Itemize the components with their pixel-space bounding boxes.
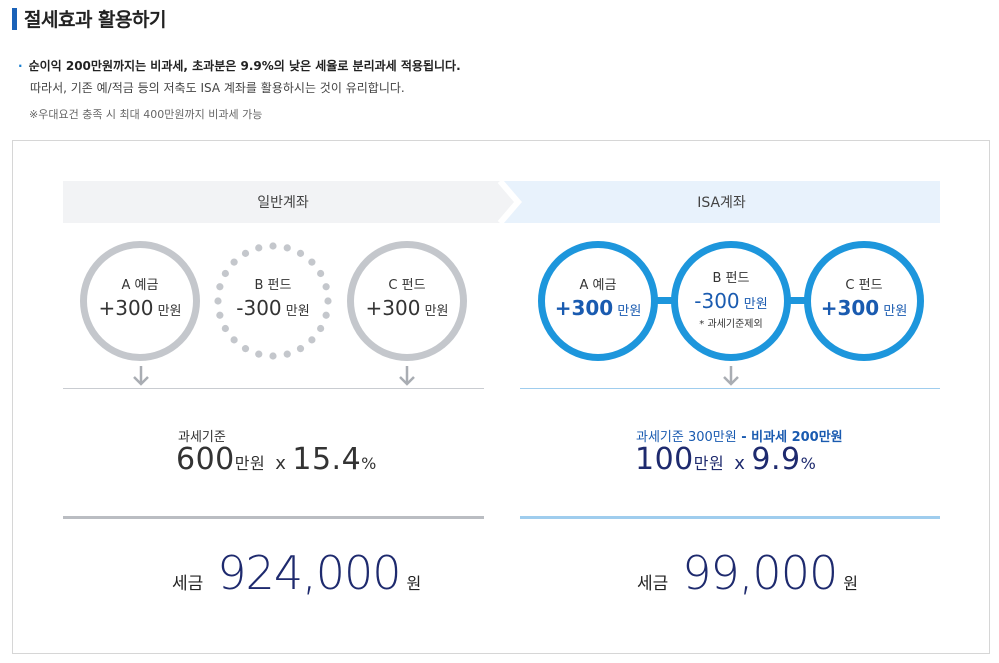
ring-dot (269, 242, 277, 250)
general-tax-label: 세금 (172, 574, 204, 594)
isa-circle-a: A 예금 +300 만원 (538, 241, 658, 361)
description-note: ※우대요건 충족 시 최대 400만원까지 비과세 가능 (29, 108, 263, 121)
circle-value: -300 만원 (236, 296, 310, 320)
ring-dot (216, 311, 224, 319)
general-basis-unit: 만원 (234, 454, 266, 473)
general-circle-a: A 예금 +300 만원 (80, 241, 200, 361)
isa-account-header: ISA계좌 (503, 181, 940, 223)
general-tax: 세금 924,000 원 (172, 546, 421, 600)
isa-circle-b: B 펀드 -300 만원 * 과세기준제외 (671, 241, 791, 361)
circle-name: B 펀드 (712, 271, 750, 286)
isa-divider (520, 388, 940, 389)
circle-name: B 펀드 (254, 278, 292, 293)
general-tax-divider (63, 516, 484, 519)
isa-rate: 9.9 (751, 442, 801, 477)
isa-tax-label: 세금 (637, 574, 669, 594)
description-line-1: 순이익 200만원까지는 비과세, 초과분은 9.9%의 낮은 세율로 분리과세… (28, 59, 461, 73)
isa-connector-bc (785, 297, 811, 304)
circle-name: C 펀드 (388, 278, 426, 293)
general-multiply: x (275, 453, 287, 474)
ring-dot (283, 244, 291, 252)
circle-value: +300 만원 (554, 296, 642, 320)
ring-dot (317, 269, 325, 278)
circle-value: -300 만원 (694, 289, 768, 313)
isa-tax-unit: 원 (843, 574, 858, 593)
general-basis-formula: 600만원 x 15.4% (176, 442, 377, 477)
description-line-2: 따라서, 기존 예/적금 등의 저축도 ISA 계좌를 활용하시는 것이 유리합… (30, 81, 405, 95)
ring-dot (230, 258, 238, 266)
general-basis-value: 600 (176, 442, 235, 477)
circle-value: +300 만원 (820, 296, 908, 320)
circle-name: A 예금 (579, 278, 617, 293)
isa-basis-formula: 100만원 x 9.9% (635, 442, 816, 477)
ring-dot (269, 352, 277, 360)
circle-name: A 예금 (121, 278, 159, 293)
general-tax-value: 924,000 (217, 546, 401, 600)
general-rate: 15.4 (292, 442, 362, 477)
down-arrow-icon (399, 366, 415, 386)
general-basis-label: 과세기준 (178, 430, 226, 445)
title-accent-bar (12, 8, 17, 30)
isa-rate-unit: % (800, 454, 817, 473)
ring-dot (322, 311, 330, 319)
general-rate-unit: % (361, 454, 377, 473)
ring-dot (216, 283, 224, 291)
isa-multiply: x (734, 453, 746, 474)
circle-value: +300 만원 (365, 296, 449, 320)
ring-dot (308, 336, 316, 344)
comparison-panel (12, 140, 990, 654)
ring-dot (241, 249, 250, 257)
ring-dot (317, 324, 325, 333)
ring-dot (322, 283, 330, 291)
ring-dot (221, 269, 229, 278)
ring-dot (308, 258, 316, 266)
ring-dot (230, 336, 238, 344)
isa-basis-unit: 만원 (693, 454, 725, 473)
down-arrow-icon (723, 366, 739, 386)
ring-dot (241, 345, 250, 353)
ring-dot (255, 350, 263, 358)
general-tax-unit: 원 (406, 574, 422, 593)
isa-circle-c: C 펀드 +300 만원 (804, 241, 924, 361)
isa-connector-ab (652, 297, 678, 304)
general-divider (63, 388, 484, 389)
circle-value: +300 만원 (98, 296, 182, 320)
ring-dot (296, 249, 305, 257)
isa-basis-label: 과세기준 300만원 - 비과세 200만원 (636, 430, 843, 445)
isa-basis-value: 100 (635, 442, 694, 477)
isa-tax-value: 99,000 (682, 546, 838, 600)
isa-tax-divider (520, 516, 940, 519)
general-circle-b-dotted-ring (214, 242, 332, 360)
circle-name: C 펀드 (845, 278, 883, 293)
isa-tax: 세금 99,000 원 (637, 546, 858, 600)
circle-subnote: * 과세기준제외 (699, 319, 763, 330)
general-account-header: 일반계좌 (63, 181, 503, 223)
bullet-dot: · (18, 59, 23, 73)
down-arrow-icon (133, 366, 149, 386)
ring-dot (296, 345, 305, 353)
description: · 순이익 200만원까지는 비과세, 초과분은 9.9%의 낮은 세율로 분리과… (18, 55, 461, 99)
general-circle-c: C 펀드 +300 만원 (347, 241, 467, 361)
ring-dot (324, 297, 332, 305)
chevron-divider-icon (492, 181, 522, 223)
ring-dot (283, 350, 291, 358)
ring-dot (255, 244, 263, 252)
ring-dot (214, 297, 222, 305)
ring-dot (221, 324, 229, 333)
page-title: 절세효과 활용하기 (24, 9, 166, 31)
general-circle-b: B 펀드 -300 만원 (213, 241, 333, 361)
